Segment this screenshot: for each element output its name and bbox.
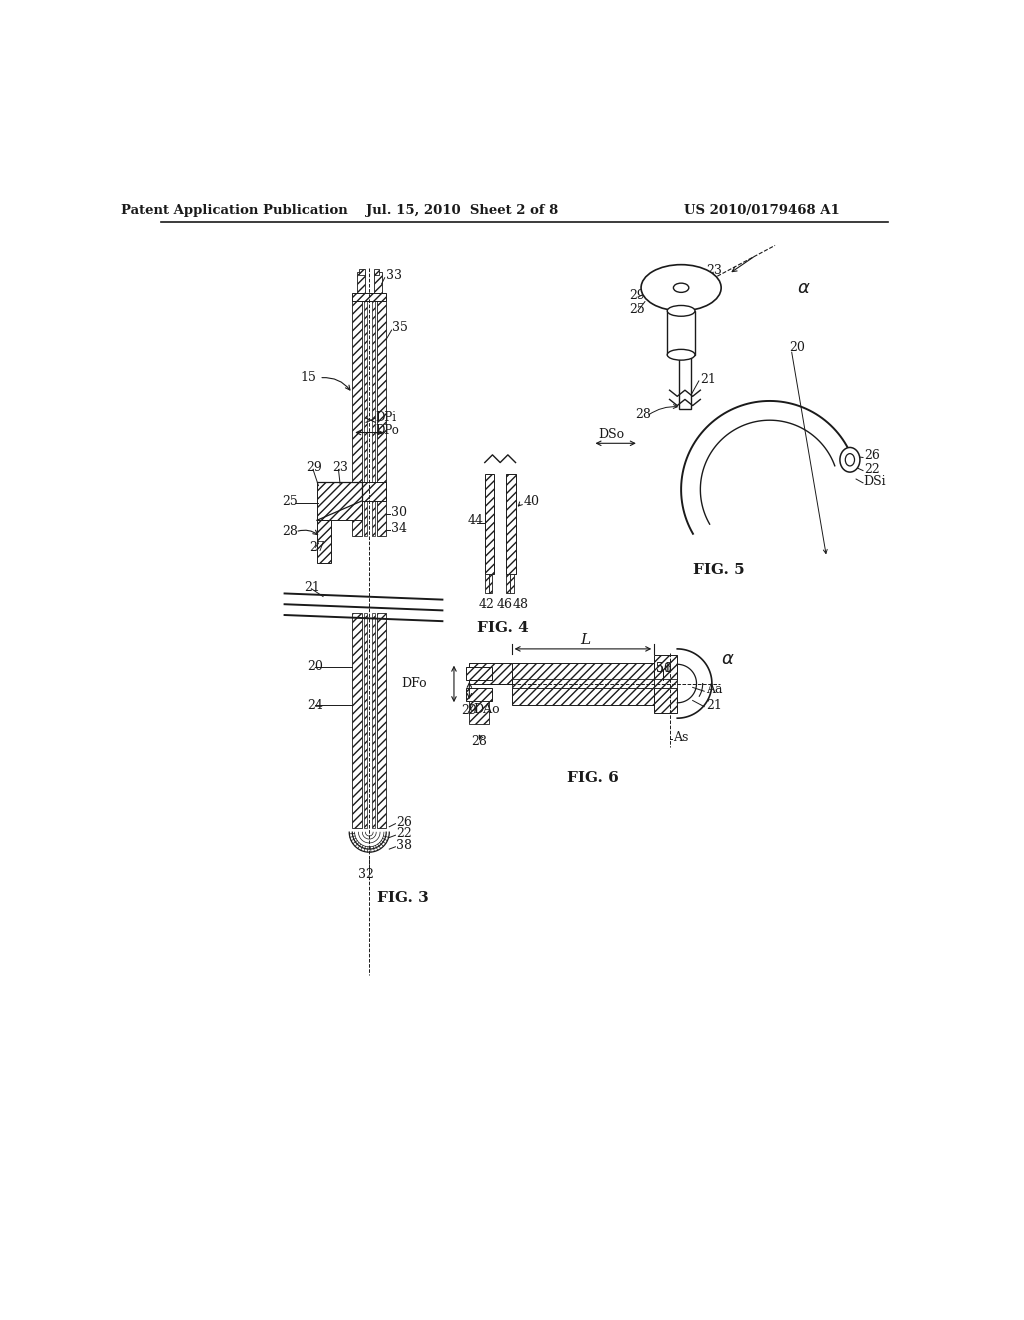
Ellipse shape bbox=[845, 454, 855, 466]
Bar bbox=[668, 312, 695, 355]
Text: $\alpha$: $\alpha$ bbox=[797, 279, 810, 297]
Bar bbox=[512, 663, 654, 680]
Bar bbox=[357, 272, 365, 296]
Bar bbox=[316, 520, 331, 562]
Text: 22: 22 bbox=[396, 828, 412, 841]
Bar bbox=[469, 701, 488, 725]
Bar bbox=[352, 293, 386, 301]
Text: 30: 30 bbox=[391, 506, 407, 519]
Text: 44: 44 bbox=[468, 513, 483, 527]
Text: 25: 25 bbox=[283, 495, 298, 508]
Bar bbox=[374, 268, 379, 275]
Text: 28: 28 bbox=[635, 408, 651, 421]
Text: L: L bbox=[581, 632, 591, 647]
Text: $\alpha$: $\alpha$ bbox=[721, 651, 735, 668]
Text: DPo: DPo bbox=[376, 424, 399, 437]
Bar bbox=[488, 574, 493, 594]
Text: 23: 23 bbox=[333, 462, 348, 474]
Bar bbox=[466, 667, 493, 680]
Text: FIG. 3: FIG. 3 bbox=[377, 891, 429, 904]
Bar bbox=[359, 268, 365, 275]
Text: FIG. 4: FIG. 4 bbox=[477, 622, 528, 635]
Text: 15: 15 bbox=[300, 371, 315, 384]
Text: 29: 29 bbox=[462, 704, 477, 717]
Text: 21: 21 bbox=[706, 698, 722, 711]
Bar bbox=[466, 688, 493, 701]
Bar bbox=[512, 678, 654, 688]
Text: 24: 24 bbox=[307, 698, 324, 711]
Bar bbox=[372, 612, 375, 829]
Bar bbox=[510, 574, 514, 594]
Text: DSi: DSi bbox=[864, 475, 887, 488]
Text: Aa: Aa bbox=[706, 684, 722, 696]
Text: 56: 56 bbox=[656, 661, 673, 675]
Text: 32: 32 bbox=[357, 869, 374, 880]
Text: 23: 23 bbox=[706, 264, 722, 277]
Bar bbox=[512, 688, 654, 705]
Bar bbox=[654, 655, 677, 680]
Text: 29: 29 bbox=[629, 289, 644, 302]
Text: 42: 42 bbox=[478, 598, 495, 611]
Bar bbox=[361, 482, 386, 502]
Text: 40: 40 bbox=[523, 495, 540, 508]
Ellipse shape bbox=[641, 265, 721, 312]
Text: 21: 21 bbox=[700, 372, 716, 385]
Text: 27: 27 bbox=[309, 541, 325, 554]
Text: Jul. 15, 2010  Sheet 2 of 8: Jul. 15, 2010 Sheet 2 of 8 bbox=[366, 205, 558, 218]
Text: FIG. 5: FIG. 5 bbox=[692, 564, 744, 577]
Bar bbox=[372, 300, 375, 536]
Text: DFo: DFo bbox=[401, 677, 427, 690]
Ellipse shape bbox=[668, 350, 695, 360]
Ellipse shape bbox=[674, 284, 689, 293]
Bar bbox=[377, 612, 386, 829]
Text: DSo: DSo bbox=[599, 428, 625, 441]
Bar bbox=[484, 574, 488, 594]
Bar bbox=[506, 474, 515, 574]
Text: 34: 34 bbox=[391, 521, 407, 535]
Bar bbox=[364, 612, 367, 829]
Text: US 2010/0179468 A1: US 2010/0179468 A1 bbox=[684, 205, 840, 218]
Text: 48: 48 bbox=[512, 598, 528, 611]
Bar bbox=[352, 612, 361, 829]
Bar bbox=[374, 272, 382, 296]
Text: Patent Application Publication: Patent Application Publication bbox=[121, 205, 348, 218]
Ellipse shape bbox=[668, 305, 695, 317]
Text: 26: 26 bbox=[864, 449, 880, 462]
Text: 28: 28 bbox=[472, 735, 487, 748]
Text: 46: 46 bbox=[497, 598, 513, 611]
Text: DAo: DAo bbox=[473, 704, 500, 717]
Text: 20: 20 bbox=[307, 660, 324, 673]
Text: 28: 28 bbox=[283, 525, 298, 539]
Text: 29: 29 bbox=[306, 462, 322, 474]
Bar bbox=[469, 663, 512, 684]
Bar bbox=[316, 482, 361, 520]
Text: FIG. 6: FIG. 6 bbox=[567, 771, 618, 785]
Ellipse shape bbox=[840, 447, 860, 473]
Bar bbox=[506, 574, 510, 594]
Text: 38: 38 bbox=[396, 838, 413, 851]
Text: DPi: DPi bbox=[376, 412, 396, 425]
Bar bbox=[654, 688, 677, 713]
Bar bbox=[679, 355, 691, 409]
Text: 51: 51 bbox=[656, 663, 673, 676]
Text: 35: 35 bbox=[392, 321, 409, 334]
Bar bbox=[377, 300, 386, 536]
Text: 21: 21 bbox=[304, 581, 319, 594]
Bar bbox=[484, 474, 494, 574]
Text: 25: 25 bbox=[629, 302, 644, 315]
Bar bbox=[364, 300, 367, 536]
Bar bbox=[654, 678, 677, 688]
Text: 33: 33 bbox=[386, 269, 402, 282]
Text: 26: 26 bbox=[396, 816, 412, 829]
Text: 20: 20 bbox=[788, 341, 805, 354]
Text: 22: 22 bbox=[864, 462, 880, 475]
Bar bbox=[352, 300, 361, 536]
Text: As: As bbox=[674, 731, 689, 744]
